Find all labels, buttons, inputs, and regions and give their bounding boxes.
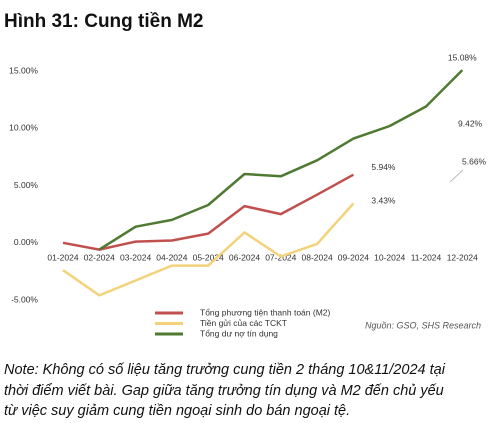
series-line — [98, 69, 464, 251]
x-tick-label: 03-2024 — [120, 252, 151, 262]
x-tick-label: 04-2024 — [156, 252, 187, 262]
series-line — [62, 202, 355, 297]
x-tick-label: 05-2024 — [193, 252, 224, 262]
x-tick-label: 12-2024 — [447, 252, 478, 262]
legend-label: Tiền gửi của các TCKT — [200, 318, 287, 328]
x-tick-label: 08-2024 — [301, 252, 332, 262]
y-tick-label: 5.00% — [14, 180, 39, 190]
y-tick-label: 0.00% — [14, 237, 39, 247]
x-tick-label: 01-2024 — [47, 252, 78, 262]
x-tick-label: 09-2024 — [338, 252, 369, 262]
x-tick-label: 06-2024 — [229, 252, 260, 262]
x-tick-label: 11-2024 — [411, 252, 442, 262]
legend-label: Tổng phương tiện thanh toán (M2) — [200, 307, 331, 317]
leader-line — [449, 169, 464, 183]
x-tick-label: 02-2024 — [84, 252, 115, 262]
source: Nguồn: GSO, SHS Research — [365, 320, 481, 330]
annotation: 5.66% — [462, 156, 487, 166]
note-line: từ việc suy giảm cung tiền ngoại sinh do… — [4, 403, 350, 419]
y-tick-label: 15.00% — [9, 65, 38, 75]
note-line: thời điểm viết bài. Gap giữa tăng trưởng… — [4, 383, 444, 399]
legend-label: Tổng dư nợ tín dụng — [200, 328, 278, 338]
data-label: 15.08% — [448, 52, 477, 62]
series-line — [62, 173, 355, 251]
data-label: 3.43% — [371, 196, 396, 206]
y-tick-label: -5.00% — [11, 294, 38, 304]
title: Hình 31: Cung tiền M2 — [4, 11, 204, 32]
note-line: Note: Không có số liệu tăng trưởng cung … — [4, 362, 446, 378]
data-label: 5.94% — [371, 162, 396, 172]
x-tick-label: 10-2024 — [374, 252, 405, 262]
annotation: 9.42% — [458, 118, 483, 128]
y-tick-label: 10.00% — [9, 123, 38, 133]
